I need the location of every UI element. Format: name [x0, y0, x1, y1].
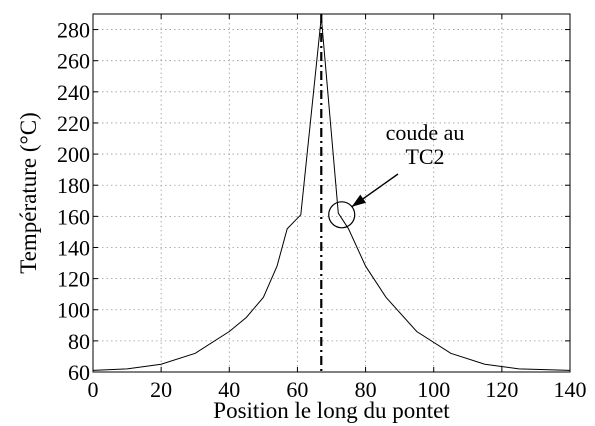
y-tick-label: 220 — [57, 111, 90, 136]
y-tick-label: 260 — [57, 49, 90, 74]
y-tick-label: 100 — [57, 298, 90, 323]
y-tick-label: 280 — [57, 18, 90, 43]
annotation-circle — [328, 201, 356, 229]
x-tick-label: 100 — [417, 377, 450, 402]
series-layer — [92, 14, 571, 372]
x-tick-label: 40 — [218, 377, 240, 402]
y-tick-label: 60 — [68, 360, 90, 385]
y-tick-label: 80 — [68, 329, 90, 354]
y-tick-label: 200 — [57, 142, 90, 167]
annotation-text: coude au — [386, 120, 465, 145]
x-tick-label: 60 — [286, 377, 308, 402]
annotation-arrow-head — [351, 194, 366, 207]
x-tick-label: 20 — [150, 377, 172, 402]
y-tick-label: 120 — [57, 267, 90, 292]
annotation-text: TC2 — [405, 144, 444, 169]
axis-ticks: 0 20 40 60 80 100 120 140 60 80 100 120 140 160 180 200… — [57, 14, 587, 402]
x-tick-label: 0 — [88, 377, 99, 402]
x-tick-label: 120 — [485, 377, 518, 402]
y-axis-label: Température (°C) — [16, 112, 41, 273]
y-tick-label: 240 — [57, 80, 90, 105]
x-tick-label: 140 — [554, 377, 587, 402]
y-tick-label: 180 — [57, 173, 90, 198]
y-tick-label: 140 — [57, 235, 90, 260]
grid-lines — [93, 14, 570, 372]
plot-frame — [92, 13, 571, 373]
y-tick-label: 160 — [57, 204, 90, 229]
series-line — [92, 17, 571, 371]
x-axis-label: Position le long du pontet — [213, 398, 450, 423]
x-tick-label: 80 — [355, 377, 377, 402]
